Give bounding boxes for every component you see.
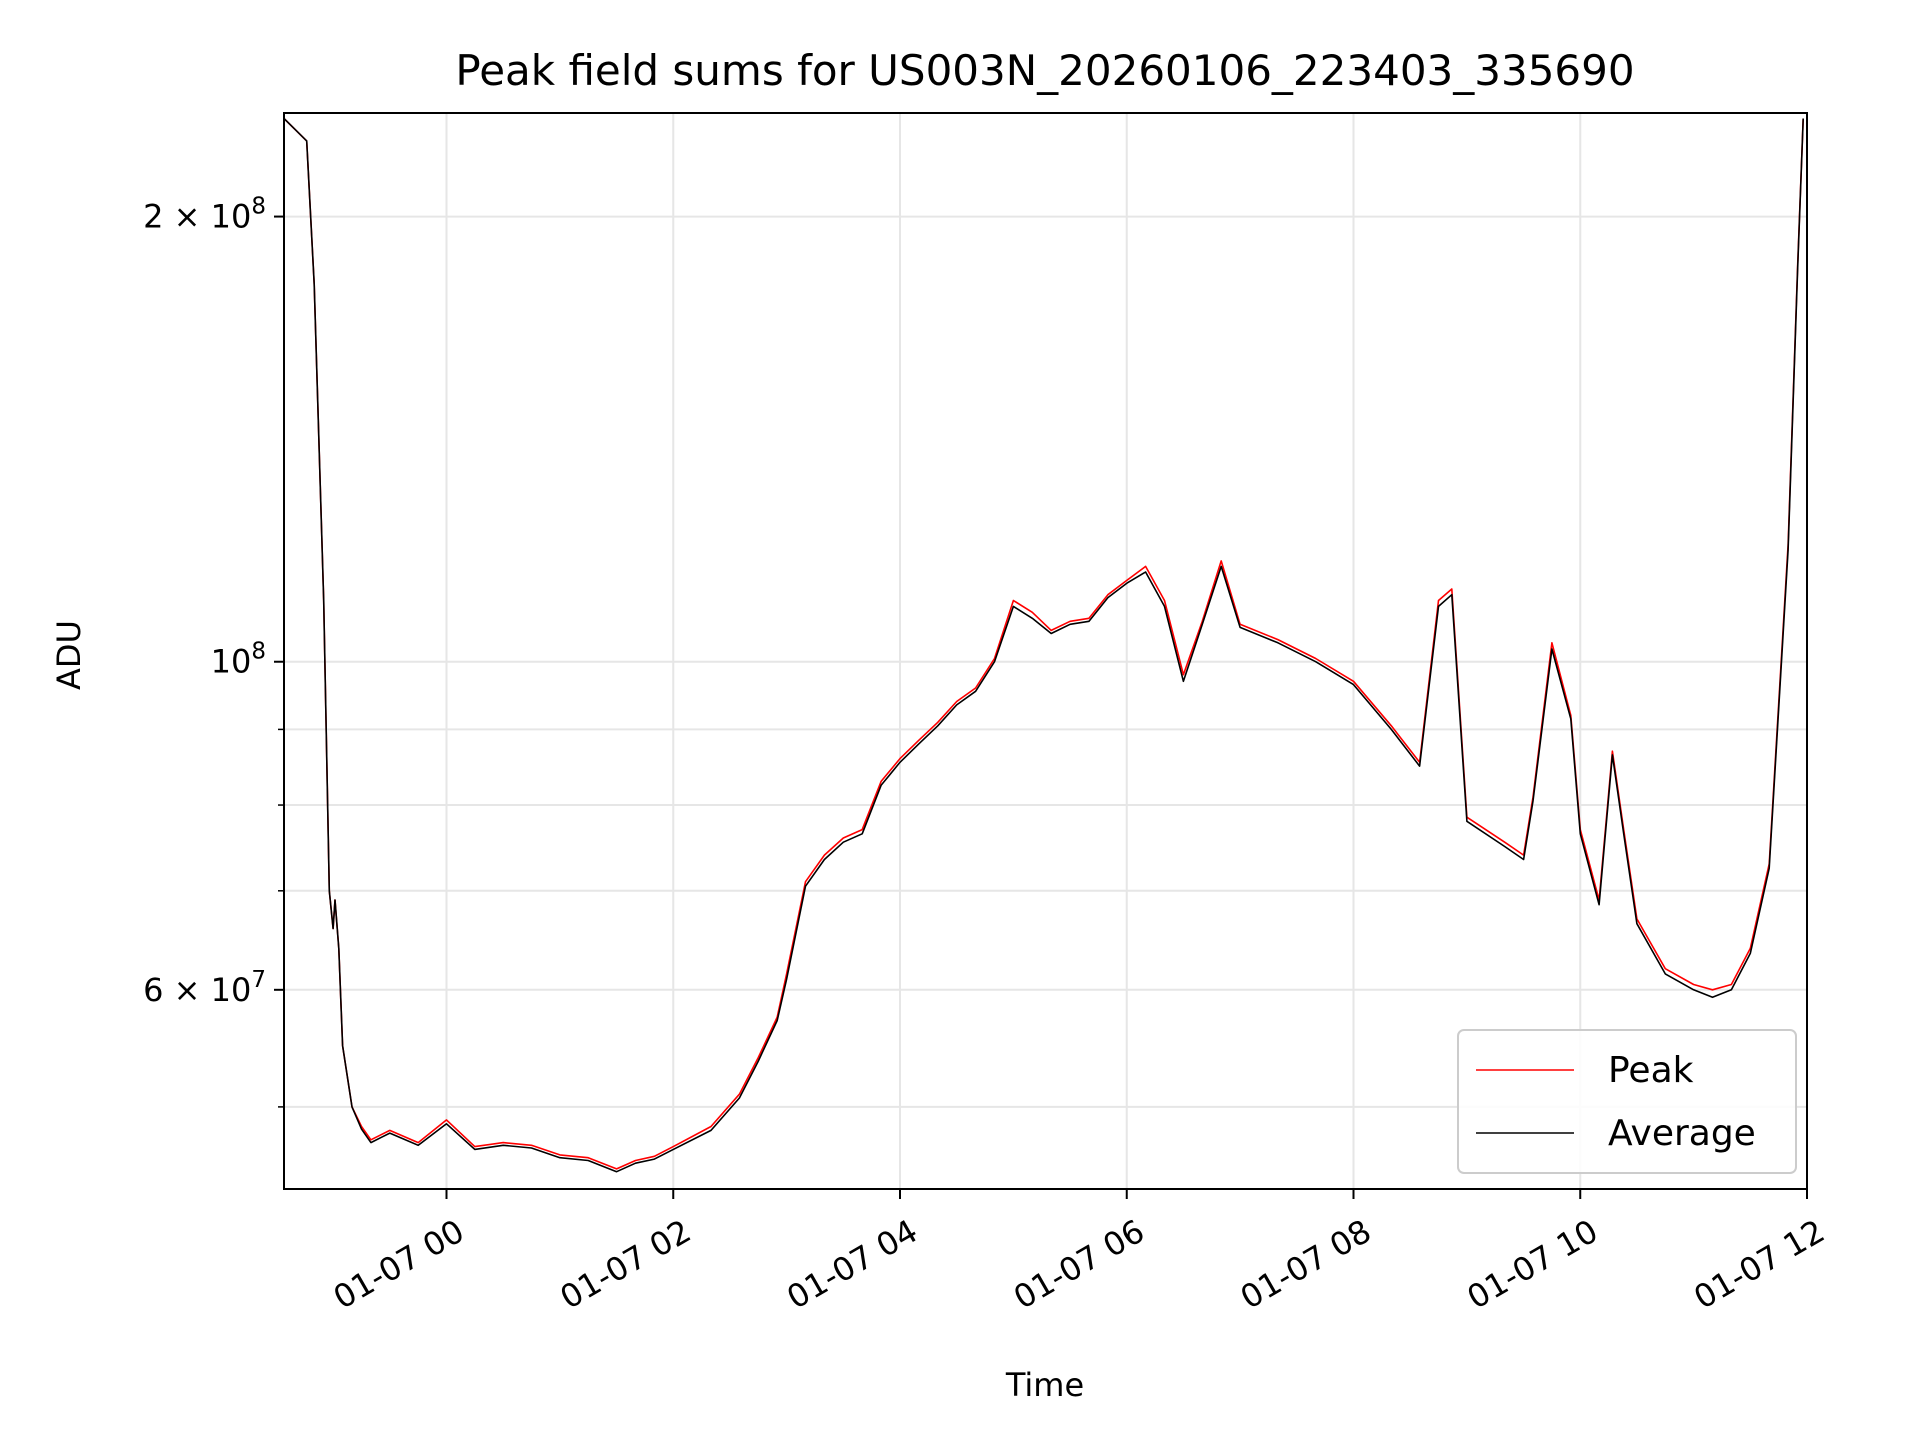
legend: Peak Average	[1457, 1029, 1797, 1174]
y-tick-base: 6 × 10	[143, 971, 251, 1009]
y-tick-label: 108	[211, 639, 266, 681]
y-tick-base: 10	[211, 643, 252, 681]
x-tick-label: 01-07 06	[1007, 1212, 1151, 1317]
y-tick-exponent: 7	[251, 967, 266, 993]
chart-title: Peak field sums for US003N_20260106_2234…	[455, 46, 1634, 95]
x-tick-label: 01-07 10	[1461, 1212, 1605, 1317]
y-tick-exponent: 8	[251, 194, 266, 220]
x-tick-label: 01-07 12	[1687, 1212, 1831, 1317]
y-tick-exponent: 8	[251, 639, 266, 665]
x-axis-label: Time	[1005, 1366, 1084, 1404]
x-tick-label: 01-07 00	[327, 1212, 471, 1317]
x-tick-label: 01-07 02	[554, 1212, 698, 1317]
plot-frame	[283, 112, 1808, 1190]
y-tick-label: 2 × 108	[143, 194, 266, 236]
x-tick-label: 01-07 04	[780, 1212, 924, 1317]
legend-label-average: Average	[1608, 1113, 1756, 1154]
legend-label-peak: Peak	[1608, 1050, 1694, 1091]
legend-box	[1457, 1029, 1797, 1174]
x-tick-label: 01-07 08	[1234, 1212, 1378, 1317]
y-axis-label: ADU	[50, 620, 88, 690]
series-line-average	[283, 117, 1804, 1173]
y-tick-label: 6 × 107	[143, 967, 266, 1009]
y-tick-base: 2 × 10	[143, 198, 251, 236]
series-line-peak	[283, 117, 1804, 1170]
series-lines	[283, 117, 1804, 1173]
grid	[284, 113, 1808, 1189]
